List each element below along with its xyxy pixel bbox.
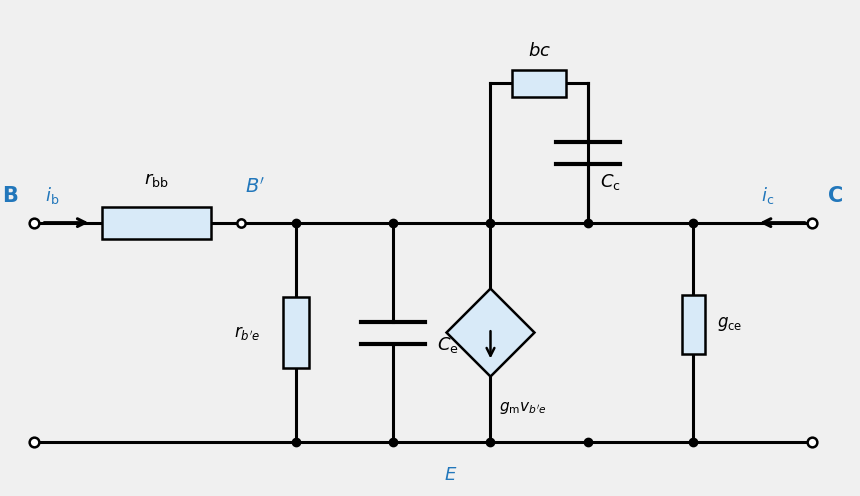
Bar: [682, 295, 705, 354]
Text: $i_{\rm c}$: $i_{\rm c}$: [761, 185, 775, 206]
Text: $r_{b'e}$: $r_{b'e}$: [234, 323, 261, 342]
Text: $bc$: $bc$: [527, 42, 550, 60]
Text: E: E: [445, 466, 456, 484]
Bar: [101, 206, 212, 239]
Text: $g_{\rm m}v_{b'e}$: $g_{\rm m}v_{b'e}$: [499, 400, 546, 416]
Text: C: C: [828, 186, 843, 205]
Bar: [513, 69, 566, 97]
Text: B: B: [3, 186, 18, 205]
Text: $g_{\rm ce}$: $g_{\rm ce}$: [717, 315, 742, 333]
Text: $C_{\rm e}$: $C_{\rm e}$: [437, 335, 459, 355]
Polygon shape: [446, 289, 534, 376]
Text: $i_{\rm b}$: $i_{\rm b}$: [46, 185, 59, 206]
Text: $B'$: $B'$: [245, 177, 266, 197]
Bar: [283, 297, 309, 369]
Text: $r_{\rm bb}$: $r_{\rm bb}$: [144, 171, 169, 189]
Text: $C_{\rm c}$: $C_{\rm c}$: [600, 173, 621, 192]
